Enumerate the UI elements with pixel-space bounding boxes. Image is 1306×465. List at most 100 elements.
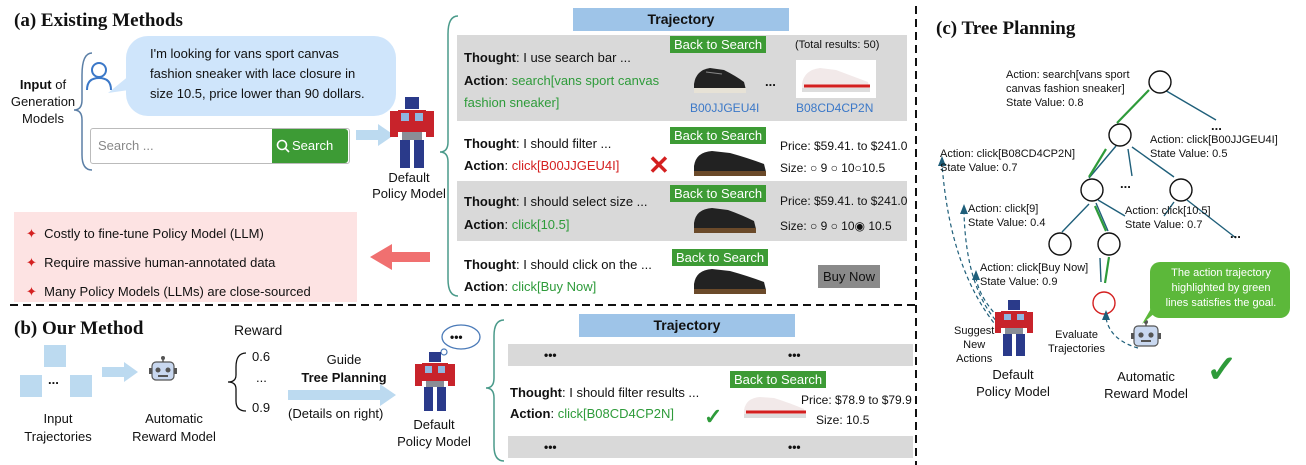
section-b-title: (b) Our Method	[14, 318, 144, 339]
drawback-item: ✦ Many Policy Models (LLMs) are close-so…	[26, 284, 311, 299]
cross-icon: ✕	[648, 150, 670, 180]
tree-node-label: Action: click[10.5] State Value: 0.7	[1125, 205, 1211, 231]
product-id-1[interactable]: B00JJGEU4I	[690, 101, 760, 115]
total-results: (Total results: 50)	[795, 39, 880, 51]
b-thought: Thought: I should filter results ...	[510, 385, 700, 400]
evaluate-label: Evaluate Trajectories	[1048, 329, 1106, 355]
star-icon: ✦	[26, 226, 37, 241]
back-to-search-button[interactable]: Back to Search	[670, 127, 767, 144]
input-trajectories-label: Input Trajectories	[24, 411, 92, 444]
callout-box	[1150, 262, 1290, 318]
trajectory-row	[508, 436, 913, 458]
reward-value: ...	[256, 370, 267, 385]
shoe-image	[694, 269, 766, 294]
policy-robot-icon	[415, 352, 455, 411]
reward-value: 0.9	[252, 400, 271, 415]
policy-robot-icon	[995, 300, 1033, 356]
callout-tail	[1142, 300, 1170, 324]
product-id-2[interactable]: B08CD4CP2N	[796, 101, 874, 115]
search-icon	[276, 139, 290, 153]
row-dots: •••	[788, 440, 801, 454]
details-label: (Details on right)	[288, 406, 384, 421]
guide-label: Guide Tree Planning	[301, 352, 387, 385]
shoe-image	[694, 151, 766, 176]
policy-label-a: Default Policy Model	[372, 170, 446, 201]
reward-value: 0.6	[252, 349, 271, 364]
drawback-item: ✦ Costly to fine-tune Policy Model (LLM)	[26, 226, 264, 241]
row4-action: Action: click[Buy Now]	[464, 279, 597, 294]
reward-label: Reward	[234, 322, 283, 338]
trajectory-bracket-b	[485, 319, 505, 462]
section-divider-h	[10, 304, 915, 306]
trajectory-header-a: Trajectory	[573, 8, 789, 31]
row-dots: •••	[544, 440, 557, 454]
star-icon: ✦	[26, 284, 37, 299]
check-icon: ✓	[1206, 349, 1238, 391]
reward-brace	[227, 352, 247, 412]
row3-thought: Thought: I should select size ...	[464, 194, 648, 209]
shoe-image	[694, 68, 746, 93]
b-size: Size: 10.5	[816, 413, 870, 427]
input-label: Input of Generation Models	[10, 77, 76, 126]
tree-node-label: Action: click[9] State Value: 0.4	[968, 203, 1046, 229]
arrow-to-policy-a	[356, 124, 394, 146]
thought-cloud-dots: •••	[450, 330, 463, 344]
arrow-to-policy-b	[288, 384, 396, 406]
input-bracket	[73, 52, 93, 171]
tree-dots: ...	[1211, 118, 1222, 133]
section-divider-v	[915, 6, 917, 465]
section-a-title: (a) Existing Methods	[14, 10, 183, 31]
search-button-label: Search	[292, 138, 334, 153]
row3-action: Action: click[10.5]	[464, 217, 570, 232]
tree-dots: ...	[1120, 176, 1131, 191]
row-dots: •••	[544, 348, 557, 362]
shoe-image	[796, 60, 876, 98]
row1-action: Action: search[vans sport canvas	[464, 73, 660, 88]
policy-label-c: Default Policy Model	[976, 367, 1050, 399]
reward-model-label: Automatic Reward Model	[132, 411, 216, 444]
drawbacks-list: ✦ Costly to fine-tune Policy Model (LLM)…	[26, 219, 311, 306]
trajectory-square	[20, 375, 42, 397]
query-text: I'm looking for vans sport canvas fashio…	[150, 46, 365, 101]
drawback-item: ✦ Require massive human-annotated data	[26, 255, 276, 270]
tree-diagram	[938, 70, 1237, 349]
tree-node-label: Action: search[vans sport canvas fashion …	[1006, 69, 1130, 109]
reward-robot-icon	[149, 356, 177, 381]
check-icon: ✓	[704, 404, 723, 429]
trajectory-row	[508, 344, 913, 366]
trajectory-header-b: Trajectory	[579, 314, 795, 337]
buy-now-button[interactable]: Buy Now	[818, 265, 881, 288]
row1-dots: ...	[765, 74, 776, 89]
reward-robot-icon	[1131, 320, 1161, 347]
drawbacks-box	[14, 212, 357, 302]
input-dots: ...	[48, 372, 59, 387]
tree-node-label: Action: click[B00JJGEU4I] State Value: 0.…	[1150, 134, 1278, 160]
arrow-to-reward	[102, 362, 138, 382]
back-to-search-button[interactable]: Back to Search	[670, 36, 767, 53]
bubble-tail	[108, 75, 136, 93]
callout-text: The action trajectory highlighted by gree…	[1165, 267, 1277, 309]
back-to-search-button[interactable]: Back to Search	[672, 249, 769, 266]
search-button[interactable]: Search	[272, 129, 348, 163]
b-action: Action: click[B08CD4CP2N]	[510, 406, 675, 421]
row3-price: Price: $59.41. to $241.0	[780, 194, 908, 208]
search-input[interactable]: Search ...	[98, 138, 154, 153]
shoe-image	[744, 397, 806, 418]
query-bubble	[126, 36, 396, 116]
user-icon	[86, 62, 112, 91]
arrow-to-drawbacks	[370, 244, 430, 270]
section-c-title: (c) Tree Planning	[936, 18, 1076, 39]
shoe-image	[694, 208, 756, 233]
back-to-search-button[interactable]: Back to Search	[670, 185, 767, 202]
row2-price: Price: $59.41. to $241.0	[780, 139, 908, 153]
trajectory-square	[44, 345, 66, 367]
back-to-search-button[interactable]: Back to Search	[730, 371, 827, 388]
tree-dots: ...	[1230, 226, 1241, 241]
row2-thought: Thought: I should filter ...	[464, 136, 612, 151]
row1-thought: Thought: I use search bar ...	[464, 50, 631, 65]
row3-size: Size: ○ 9 ○ 10◉ 10.5	[780, 219, 892, 233]
row-dots: •••	[788, 348, 801, 362]
tree-node-label: Action: click[Buy Now] State Value: 0.9	[980, 262, 1089, 288]
reward-model-label-c: Automatic Reward Model	[1104, 369, 1188, 401]
row1-action-cont: fashion sneaker]	[464, 95, 560, 110]
